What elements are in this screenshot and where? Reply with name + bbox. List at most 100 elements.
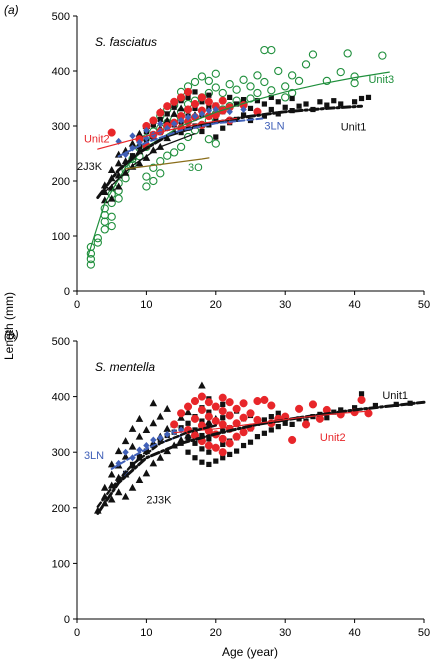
data-point-square-filled-38 (227, 451, 233, 458)
data-point-circle-open-7 (100, 217, 109, 226)
data-point-diamond-filled-9 (157, 120, 164, 128)
data-point-circle-filled-45 (301, 420, 311, 429)
data-point-circle-filled-35 (246, 409, 255, 418)
data-point-circle-open-69 (246, 94, 255, 103)
data-point-circle-open-71 (253, 88, 262, 98)
data-point-circle-open-75 (267, 86, 276, 95)
data-point-square-filled-46 (268, 106, 274, 113)
annotation-unit1: Unit1 (341, 121, 367, 133)
fit-line-3ln (117, 117, 266, 158)
data-point-triangle-filled-4 (107, 495, 116, 503)
data-point-circle-filled-22 (218, 407, 227, 416)
data-point-diamond-filled-7 (150, 131, 157, 139)
data-point-triangle-filled-31 (156, 453, 165, 461)
data-point-circle-open-76 (267, 45, 276, 55)
panel-a: 0 100 200 300 400 500 0 10 20 30 40 50 (a) S. fasciat… (4, 3, 430, 311)
data-point-square-filled-43 (254, 98, 261, 104)
data-point-diamond-filled-13 (184, 113, 192, 121)
data-point-circle-filled-26 (225, 411, 234, 420)
fit-line-2j3k (96, 424, 217, 508)
data-point-circle-open-34 (163, 151, 172, 160)
data-point-triangle-filled-45 (198, 381, 206, 389)
annotation-unit2: Unit2 (320, 432, 346, 444)
data-point-circle-open-68 (239, 75, 248, 84)
fit-line-unit1 (96, 400, 426, 515)
data-point-circle-filled-37 (253, 396, 262, 406)
data-point-triangle-filled-16 (128, 139, 137, 147)
data-point-square-filled-66 (324, 415, 330, 421)
annotation-3o: 3O (188, 162, 203, 174)
data-point-circle-open-77 (274, 66, 283, 76)
data-point-square-filled-61 (358, 95, 365, 102)
data-point-triangle-filled-17 (135, 159, 144, 167)
data-point-circle-open-86 (336, 67, 345, 77)
data-point-square-filled-58 (275, 424, 281, 430)
data-point-circle-filled-7 (156, 108, 165, 117)
fit-line-unit2 (97, 117, 238, 150)
data-point-square-filled-36 (220, 415, 226, 421)
data-point-square-filled-57 (268, 414, 274, 420)
data-point-circle-open-89 (350, 78, 359, 88)
data-point-square-filled-26 (206, 92, 212, 98)
data-point-circle-filled-9 (197, 405, 206, 414)
y-tick-label-500: 500 (52, 336, 70, 348)
data-point-square-filled-68 (338, 407, 344, 413)
data-point-square-filled-37 (220, 401, 226, 407)
data-point-circle-filled-5 (190, 414, 200, 423)
data-point-triangle-filled-14 (121, 452, 130, 460)
annotation-unit1: Unit1 (382, 390, 408, 402)
data-point-square-filled-41 (247, 105, 254, 111)
data-point-circle-open-30 (156, 169, 165, 178)
data-point-circle-filled-51 (357, 395, 366, 404)
data-point-circle-open-40 (176, 142, 186, 152)
data-point-triangle-filled-20 (135, 476, 144, 483)
x-tick-label-0: 0 (74, 627, 80, 639)
x-axis-title: Age (year) (222, 645, 278, 659)
data-point-square-filled-19 (192, 105, 198, 111)
data-point-circle-filled-23 (218, 393, 227, 402)
data-point-triangle-filled-33 (156, 412, 165, 420)
data-point-triangle-filled-12 (121, 492, 130, 500)
data-point-triangle-filled-11 (114, 447, 123, 455)
data-point-circle-open-73 (260, 77, 269, 87)
data-point-triangle-filled-18 (128, 442, 137, 450)
data-point-circle-filled-0 (170, 420, 179, 429)
y-tick-label-400: 400 (52, 392, 70, 404)
data-point-circle-filled-19 (190, 99, 200, 109)
data-point-triangle-filled-20 (142, 153, 151, 161)
data-point-circle-filled-3 (183, 402, 193, 411)
data-point-square-filled-18 (199, 446, 205, 452)
data-point-circle-open-11 (107, 212, 116, 221)
data-point-circle-filled-43 (288, 435, 297, 445)
annotation-unit2: Unit2 (84, 134, 110, 146)
x-tick-label-50: 50 (418, 627, 430, 639)
data-point-circle-filled-10 (197, 392, 206, 401)
y-tick-label-200: 200 (52, 176, 70, 188)
y-tick-label-300: 300 (52, 121, 70, 133)
x-tick-label-40: 40 (348, 299, 360, 311)
data-point-square-filled-49 (275, 99, 281, 105)
panel-label: (a) (4, 3, 19, 17)
data-point-square-filled-2 (136, 454, 143, 460)
data-point-square-filled-21 (199, 128, 205, 135)
annotation-2j3k: 2J3K (146, 494, 172, 506)
data-point-square-filled-14 (192, 440, 198, 446)
data-point-circle-filled-19 (218, 448, 227, 457)
data-point-circle-open-59 (211, 83, 220, 92)
data-point-circle-filled-1 (177, 409, 186, 418)
data-point-square-filled-52 (289, 95, 295, 102)
data-point-square-filled-47 (268, 94, 274, 100)
y-tick-label-100: 100 (52, 558, 70, 570)
data-point-triangle-filled-42 (184, 408, 192, 416)
data-point-circle-open-81 (287, 71, 297, 80)
data-point-square-filled-5 (150, 122, 156, 128)
data-point-circle-open-37 (170, 148, 179, 157)
y-tick-label-0: 0 (64, 614, 70, 626)
data-point-triangle-filled-3 (100, 483, 109, 491)
data-point-circle-filled-32 (239, 413, 248, 422)
data-point-circle-open-44 (183, 132, 193, 142)
data-point-square-filled-38 (240, 112, 247, 118)
data-point-circle-open-84 (308, 50, 318, 59)
